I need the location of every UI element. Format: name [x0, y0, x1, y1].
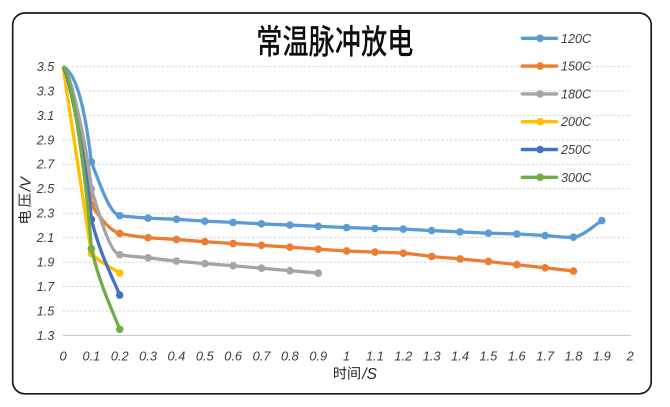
svg-text:3.1: 3.1 — [37, 109, 55, 123]
svg-text:250C: 250C — [560, 143, 592, 157]
svg-text:0.6: 0.6 — [224, 349, 243, 364]
svg-text:2.3: 2.3 — [36, 207, 55, 221]
svg-text:/S: /S — [361, 366, 377, 383]
svg-text:200C: 200C — [560, 115, 592, 129]
svg-text:0: 0 — [59, 349, 67, 364]
svg-text:1.1: 1.1 — [366, 349, 384, 364]
svg-text:0.5: 0.5 — [196, 349, 215, 364]
svg-text:1.9: 1.9 — [593, 349, 611, 364]
svg-text:0.3: 0.3 — [139, 349, 157, 364]
svg-text:180C: 180C — [561, 87, 592, 101]
svg-text:1.3: 1.3 — [37, 329, 55, 343]
svg-text:1.9: 1.9 — [37, 255, 55, 269]
svg-text:1.7: 1.7 — [536, 349, 555, 364]
svg-text:1.4: 1.4 — [451, 349, 469, 364]
svg-text:1.5: 1.5 — [480, 349, 499, 364]
svg-text:1.2: 1.2 — [394, 349, 412, 364]
svg-text:1: 1 — [343, 349, 350, 364]
svg-text:/V: /V — [18, 175, 35, 192]
svg-text:0.9: 0.9 — [309, 349, 327, 364]
svg-text:0.4: 0.4 — [168, 349, 186, 364]
svg-text:0.8: 0.8 — [281, 349, 300, 364]
svg-text:1.8: 1.8 — [565, 349, 584, 364]
svg-text:3.3: 3.3 — [37, 84, 55, 98]
svg-text:0.7: 0.7 — [253, 349, 272, 364]
svg-text:120C: 120C — [561, 32, 592, 46]
svg-text:2.1: 2.1 — [36, 231, 55, 245]
svg-text:0.1: 0.1 — [82, 349, 100, 364]
svg-text:2.5: 2.5 — [36, 182, 56, 196]
svg-text:2.9: 2.9 — [36, 133, 55, 147]
svg-text:0.2: 0.2 — [111, 349, 129, 364]
svg-text:2: 2 — [626, 349, 634, 364]
svg-text:1.6: 1.6 — [508, 349, 527, 364]
svg-text:300C: 300C — [561, 171, 592, 185]
svg-text:1.3: 1.3 — [423, 349, 441, 364]
svg-text:1.7: 1.7 — [37, 280, 56, 294]
svg-text:150C: 150C — [561, 60, 592, 74]
svg-text:2.7: 2.7 — [36, 158, 56, 172]
svg-text:1.5: 1.5 — [37, 304, 56, 318]
svg-text:3.5: 3.5 — [37, 60, 56, 74]
